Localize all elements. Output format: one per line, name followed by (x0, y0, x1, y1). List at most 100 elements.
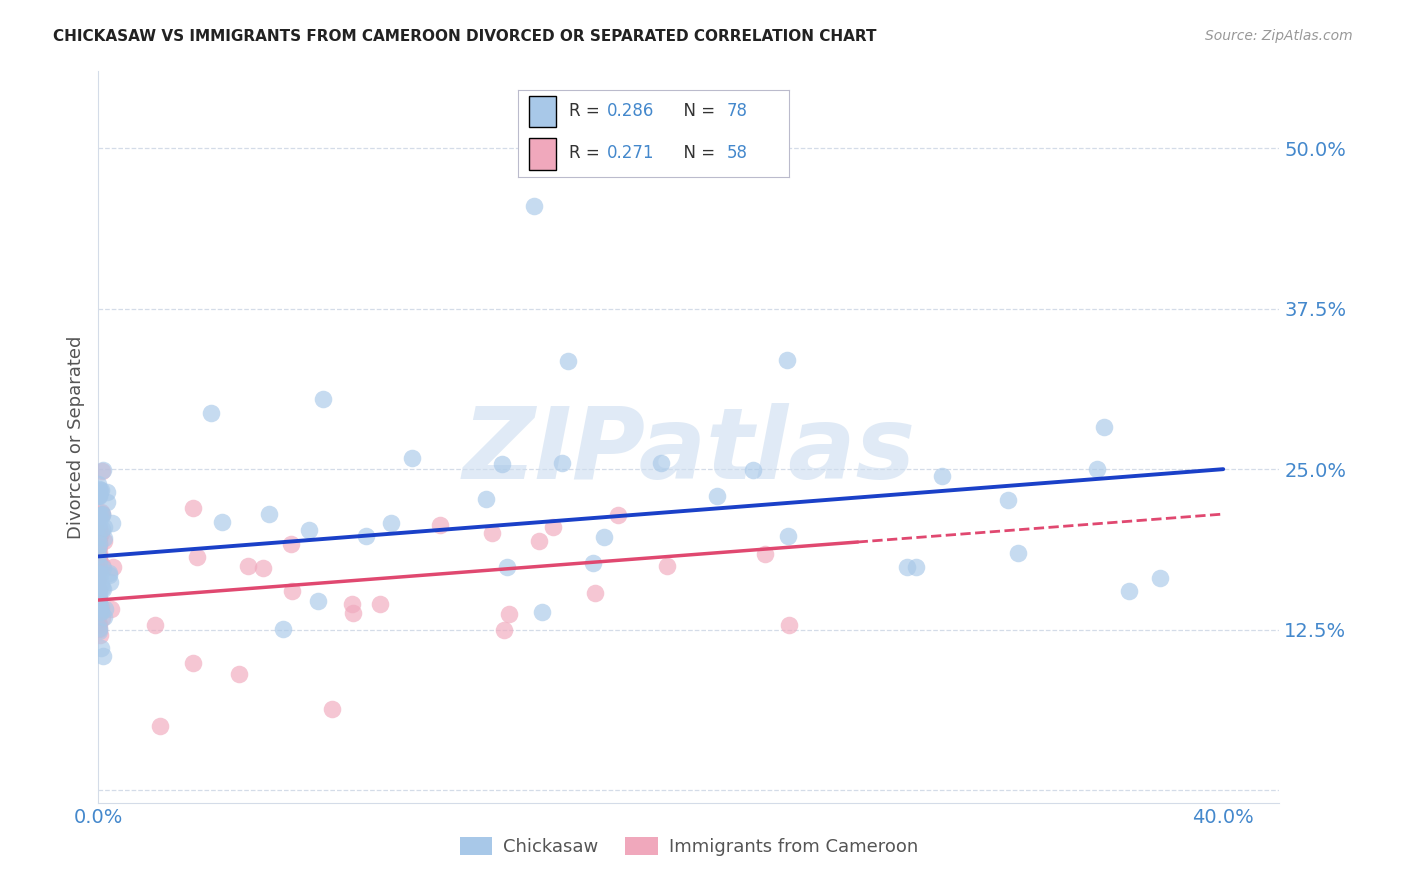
Point (87, 508, 110, 523)
Point (98, 566, 121, 580)
Point (91, 582, 114, 596)
Point (354, 529, 377, 543)
Point (93, 561, 115, 575)
Point (582, 556, 605, 570)
Point (741, 463, 763, 477)
Point (340, 598, 363, 612)
Point (87, 487, 110, 501)
Point (89, 508, 111, 523)
Point (87, 508, 110, 523)
Point (87, 535, 110, 549)
Point (96, 494, 118, 508)
Point (1149, 571, 1171, 585)
Point (91, 611, 114, 625)
Point (87, 557, 110, 571)
Point (87, 573, 110, 587)
Point (181, 656, 204, 670)
Point (380, 516, 402, 531)
Point (531, 605, 554, 619)
Point (87, 598, 110, 612)
Point (97, 568, 120, 582)
Point (87, 606, 110, 620)
Point (87, 549, 110, 563)
Point (90, 604, 112, 618)
Point (90, 526, 112, 541)
Point (91, 558, 114, 572)
Point (557, 353, 579, 368)
Point (87, 545, 110, 559)
Point (481, 526, 503, 541)
Point (89, 531, 111, 545)
Point (89, 567, 111, 582)
Point (87, 521, 110, 535)
Point (252, 560, 274, 574)
Point (997, 493, 1019, 508)
Point (87, 482, 110, 496)
Point (592, 530, 614, 544)
Point (93, 520, 115, 534)
Point (93, 534, 115, 549)
Point (90, 599, 112, 614)
Point (321, 702, 343, 716)
Point (103, 559, 125, 574)
Point (606, 508, 628, 523)
Point (87, 528, 110, 542)
Point (541, 519, 564, 533)
Point (87, 489, 110, 503)
Point (87, 553, 110, 567)
Point (89, 483, 111, 498)
Point (87, 592, 110, 607)
Point (312, 392, 335, 406)
Point (87, 539, 110, 553)
Point (87, 561, 110, 575)
Point (523, 199, 546, 213)
Point (87, 488, 110, 502)
Point (87, 624, 110, 638)
Point (1085, 462, 1108, 476)
Point (650, 456, 672, 470)
Point (368, 597, 391, 611)
Point (87, 489, 110, 503)
Point (87, 515, 110, 529)
Point (87, 616, 110, 631)
Point (96, 485, 118, 500)
Point (101, 516, 124, 530)
Point (149, 719, 172, 733)
Point (280, 537, 302, 551)
Point (87, 591, 110, 605)
Point (91, 522, 114, 536)
Point (211, 515, 233, 529)
Point (87, 552, 110, 566)
Point (89, 627, 111, 641)
Point (491, 457, 513, 471)
Point (90, 605, 112, 619)
Point (186, 549, 208, 564)
Point (87, 546, 110, 560)
Point (496, 560, 519, 574)
Point (87, 621, 110, 635)
Point (551, 456, 574, 470)
Point (298, 523, 321, 537)
Point (90, 507, 112, 521)
Point (238, 558, 260, 573)
Point (281, 583, 304, 598)
Point (200, 406, 222, 420)
Text: ZIPatlas: ZIPatlas (463, 403, 915, 500)
Point (87, 583, 110, 598)
Point (342, 606, 364, 620)
Y-axis label: Divorced or Separated: Divorced or Separated (66, 335, 84, 539)
Point (87, 566, 110, 580)
Point (91, 648, 114, 663)
Point (87, 586, 110, 600)
Point (401, 450, 423, 465)
Point (87, 608, 110, 623)
Point (90, 577, 112, 591)
Point (583, 585, 606, 599)
Point (93, 602, 115, 616)
Point (1092, 420, 1115, 434)
Point (87, 566, 110, 581)
Point (87, 525, 110, 540)
Point (498, 607, 520, 621)
Text: CHICKASAW VS IMMIGRANTS FROM CAMEROON DIVORCED OR SEPARATED CORRELATION CHART: CHICKASAW VS IMMIGRANTS FROM CAMEROON DI… (53, 29, 877, 44)
Point (307, 593, 329, 607)
